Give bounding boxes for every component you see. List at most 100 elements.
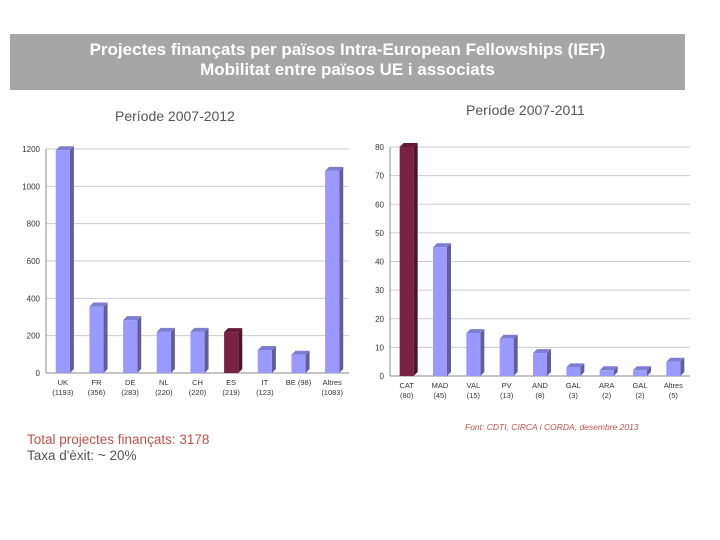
x-tick-label: VAL bbox=[467, 381, 481, 390]
bar-top bbox=[190, 327, 209, 332]
bar-side bbox=[238, 328, 243, 373]
bar-side bbox=[580, 363, 585, 376]
bar-side bbox=[271, 346, 276, 373]
chart-left: 0 200 400 600 800 1000 1200 UK (1193) FR (356) DE (2… bbox=[14, 138, 354, 408]
chart-svg: 020040060080010001200UK(1193)FR(356)DE(2… bbox=[22, 145, 349, 397]
bar-side bbox=[137, 316, 142, 373]
bar-top bbox=[399, 143, 418, 147]
x-tick-count-label: (219) bbox=[222, 388, 240, 397]
x-tick-count-label: (45) bbox=[433, 391, 447, 400]
chart-left-title: Període 2007-2012 bbox=[115, 108, 235, 124]
success-rate: Taxa d'èxit: ~ 20% bbox=[27, 448, 137, 463]
x-tick-label: CAT bbox=[399, 381, 414, 390]
bar-side bbox=[613, 366, 618, 376]
y-tick-label: 800 bbox=[27, 220, 41, 229]
y-tick-label: 0 bbox=[380, 372, 385, 381]
bar-side bbox=[339, 166, 344, 373]
bar-top bbox=[156, 327, 175, 332]
bar-and bbox=[533, 353, 547, 376]
x-tick-label: AND bbox=[532, 381, 548, 390]
bar-top bbox=[599, 366, 618, 371]
bar-fr bbox=[89, 306, 104, 373]
bar-top bbox=[224, 328, 243, 333]
y-tick-label: 80 bbox=[375, 143, 384, 152]
x-tick-label: MAD bbox=[432, 381, 449, 390]
bar-side bbox=[413, 143, 418, 376]
bar-gal bbox=[566, 367, 581, 376]
bar-top bbox=[325, 166, 344, 171]
bar-de bbox=[123, 320, 138, 373]
bar-side bbox=[204, 327, 209, 373]
title-banner: Projectes finançats per països Intra-Eur… bbox=[10, 34, 685, 90]
x-tick-count-label: (2) bbox=[602, 391, 612, 400]
bar-nl bbox=[156, 331, 171, 373]
bar-side bbox=[170, 327, 175, 373]
bar-top bbox=[257, 346, 276, 351]
bar-top bbox=[123, 316, 142, 321]
x-tick-count-label: (5) bbox=[669, 391, 679, 400]
bar-top bbox=[566, 363, 585, 368]
x-tick-label: PV bbox=[502, 381, 512, 390]
x-tick-count-label: (220) bbox=[189, 388, 207, 397]
y-tick-label: 40 bbox=[375, 258, 384, 267]
title-line-2: Mobilitat entre països UE i associats bbox=[200, 60, 495, 79]
x-tick-count-label: (1083) bbox=[321, 388, 343, 397]
x-tick-count-label: (356) bbox=[88, 388, 106, 397]
x-tick-label: GAL bbox=[632, 381, 647, 390]
bar-top bbox=[433, 243, 451, 248]
bar-side bbox=[513, 334, 518, 376]
bar-top bbox=[466, 329, 485, 334]
bar-side bbox=[103, 302, 108, 373]
x-tick-label: IT bbox=[261, 378, 268, 387]
y-tick-label: 1000 bbox=[22, 182, 40, 191]
total-projects: Total projectes finançats: 3178 bbox=[27, 432, 210, 447]
bar-be-98- bbox=[291, 354, 306, 373]
bar-top bbox=[89, 302, 108, 307]
y-tick-label: 70 bbox=[375, 172, 384, 181]
x-tick-label: Altres bbox=[323, 378, 342, 387]
bar-side bbox=[680, 357, 685, 376]
x-tick-count-label: (15) bbox=[467, 391, 481, 400]
x-tick-count-label: (220) bbox=[155, 388, 173, 397]
x-tick-label: BE (98) bbox=[286, 378, 312, 387]
x-tick-count-label: (2) bbox=[635, 391, 645, 400]
bar-es bbox=[224, 332, 239, 373]
y-tick-label: 400 bbox=[27, 294, 41, 303]
bar-uk bbox=[55, 150, 70, 373]
bar-top bbox=[533, 349, 551, 354]
source-note: Font: CDTI, CIRCA i CORDA, desembre 2013 bbox=[465, 422, 639, 432]
x-tick-label: ARA bbox=[599, 381, 614, 390]
x-tick-label: GAL bbox=[566, 381, 581, 390]
x-tick-count-label: (1193) bbox=[52, 388, 74, 397]
bar-pv bbox=[499, 338, 514, 376]
bar-altres bbox=[325, 170, 340, 373]
bar-it bbox=[257, 350, 272, 373]
x-tick-label: UK bbox=[58, 378, 68, 387]
bar-val bbox=[466, 333, 481, 376]
bar-top bbox=[666, 357, 685, 362]
x-tick-label: FR bbox=[92, 378, 103, 387]
bar-gal bbox=[633, 370, 647, 376]
y-tick-label: 200 bbox=[27, 332, 41, 341]
x-tick-count-label: (3) bbox=[569, 391, 579, 400]
bar-top bbox=[499, 334, 518, 339]
y-tick-label: 10 bbox=[375, 343, 384, 352]
bar-cat bbox=[399, 147, 414, 376]
bar-side bbox=[69, 146, 74, 373]
bar-side bbox=[547, 349, 551, 376]
bar-side bbox=[647, 366, 651, 376]
bar-side bbox=[447, 243, 451, 376]
title-line-1: Projectes finançats per països Intra-Eur… bbox=[89, 40, 606, 59]
x-tick-label: NL bbox=[159, 378, 169, 387]
bar-top bbox=[633, 366, 651, 371]
chart-right: 0 10 20 30 40 50 60 70 80 CAT (80) MAD (45) VAL (15) PV… bbox=[370, 133, 695, 408]
bar-side bbox=[305, 350, 310, 373]
y-tick-label: 1200 bbox=[22, 145, 40, 154]
x-tick-count-label: (123) bbox=[256, 388, 274, 397]
x-tick-count-label: (8) bbox=[535, 391, 545, 400]
bar-mad bbox=[433, 247, 447, 376]
x-tick-label: CH bbox=[192, 378, 203, 387]
summary: Total projectes finançats: 3178 Taxa d'è… bbox=[27, 432, 209, 464]
chart-svg: 0 10 20 30 40 50 60 70 80 CAT(80) MAD(45) VAL(15) PV… bbox=[375, 143, 690, 400]
x-tick-count-label: (13) bbox=[500, 391, 514, 400]
